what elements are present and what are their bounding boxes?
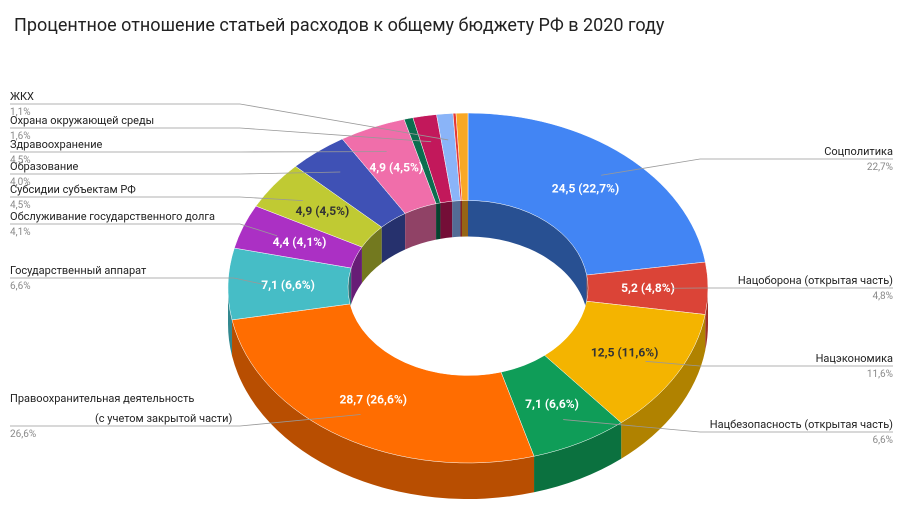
slice-inner-side: [381, 213, 406, 264]
slice: [455, 112, 469, 201]
slice-inner-side: [440, 201, 453, 239]
legend-value: 4,5%: [10, 200, 31, 211]
legend-value: 4,1%: [10, 227, 31, 238]
slice-side: [534, 422, 622, 493]
slice-label: 4,9 (4,5%): [295, 204, 349, 218]
chart-title: Процентное отношение статьей расходов к …: [14, 15, 665, 36]
legend-value: 11,6%: [867, 369, 893, 380]
slice-label: 4,4 (4,1%): [273, 235, 327, 249]
leader-line: [645, 360, 893, 367]
slice: [467, 112, 706, 276]
legend-label: Правоохранительная деятельность: [10, 392, 194, 405]
legend-value: 6,6%: [10, 281, 31, 292]
slice-side: [232, 319, 535, 499]
legend-value: 22,7%: [867, 162, 893, 173]
legend-label: Нацоборона (открытая часть): [738, 274, 893, 287]
slice-inner-side: [452, 200, 461, 238]
slice-inner-side: [461, 200, 468, 237]
leader-line: [10, 127, 432, 143]
legend-label: Здравоохранение: [10, 138, 103, 151]
legend-value: 6,6%: [872, 435, 893, 446]
slice-label: 7,1 (6,6%): [525, 397, 579, 411]
slice-side: [621, 314, 706, 459]
legend-label: ЖКХ: [10, 90, 34, 103]
slice-inner-side: [468, 200, 587, 312]
slice-inner-side: [460, 200, 462, 237]
slice-label: 24,5 (22,7%): [552, 182, 619, 196]
slice-inner-side: [405, 203, 437, 250]
slice-inner-side: [436, 202, 441, 240]
slice-side: [705, 288, 708, 351]
slice-label: 28,7 (26,6%): [340, 393, 407, 407]
slice-label: 7,1 (6,6%): [261, 278, 315, 292]
slice-label: 5,2 (4,8%): [621, 281, 675, 295]
legend-label: Государственный аппарат: [10, 264, 147, 277]
legend-label: (с учетом закрытой части): [95, 412, 232, 425]
legend-value: 4,5%: [10, 155, 31, 166]
slice: [231, 303, 535, 464]
legend-label: Субсидии субъектам РФ: [10, 183, 136, 196]
legend-value: 26,6%: [10, 429, 36, 440]
leader-line: [563, 419, 893, 433]
legend-label: Нацэкономика: [816, 352, 893, 365]
legend-label: Охрана окружающей среды: [10, 114, 154, 127]
legend-label: Соцполитика: [824, 145, 893, 158]
legend-label: Обслуживание государственного долга: [10, 210, 215, 223]
slice-label: 4,9 (4,5%): [369, 161, 423, 175]
leader-line: [10, 223, 278, 237]
legend-value: 4,8%: [872, 291, 893, 302]
leader-line: [10, 171, 341, 175]
legend-value: 1,1%: [10, 107, 31, 118]
leader-line: [10, 414, 361, 427]
leader-line: [10, 103, 449, 141]
leader-line: [601, 158, 893, 176]
slice-label: 12,5 (11,6%): [591, 346, 658, 360]
leader-line: [10, 196, 303, 202]
leader-line: [10, 277, 265, 285]
legend-label: Образование: [10, 160, 79, 173]
legend-label: Нацбезопасность (открытая часть): [710, 418, 893, 431]
legend-value: 1,6%: [10, 131, 31, 142]
legend-value: 4,0%: [10, 177, 31, 188]
